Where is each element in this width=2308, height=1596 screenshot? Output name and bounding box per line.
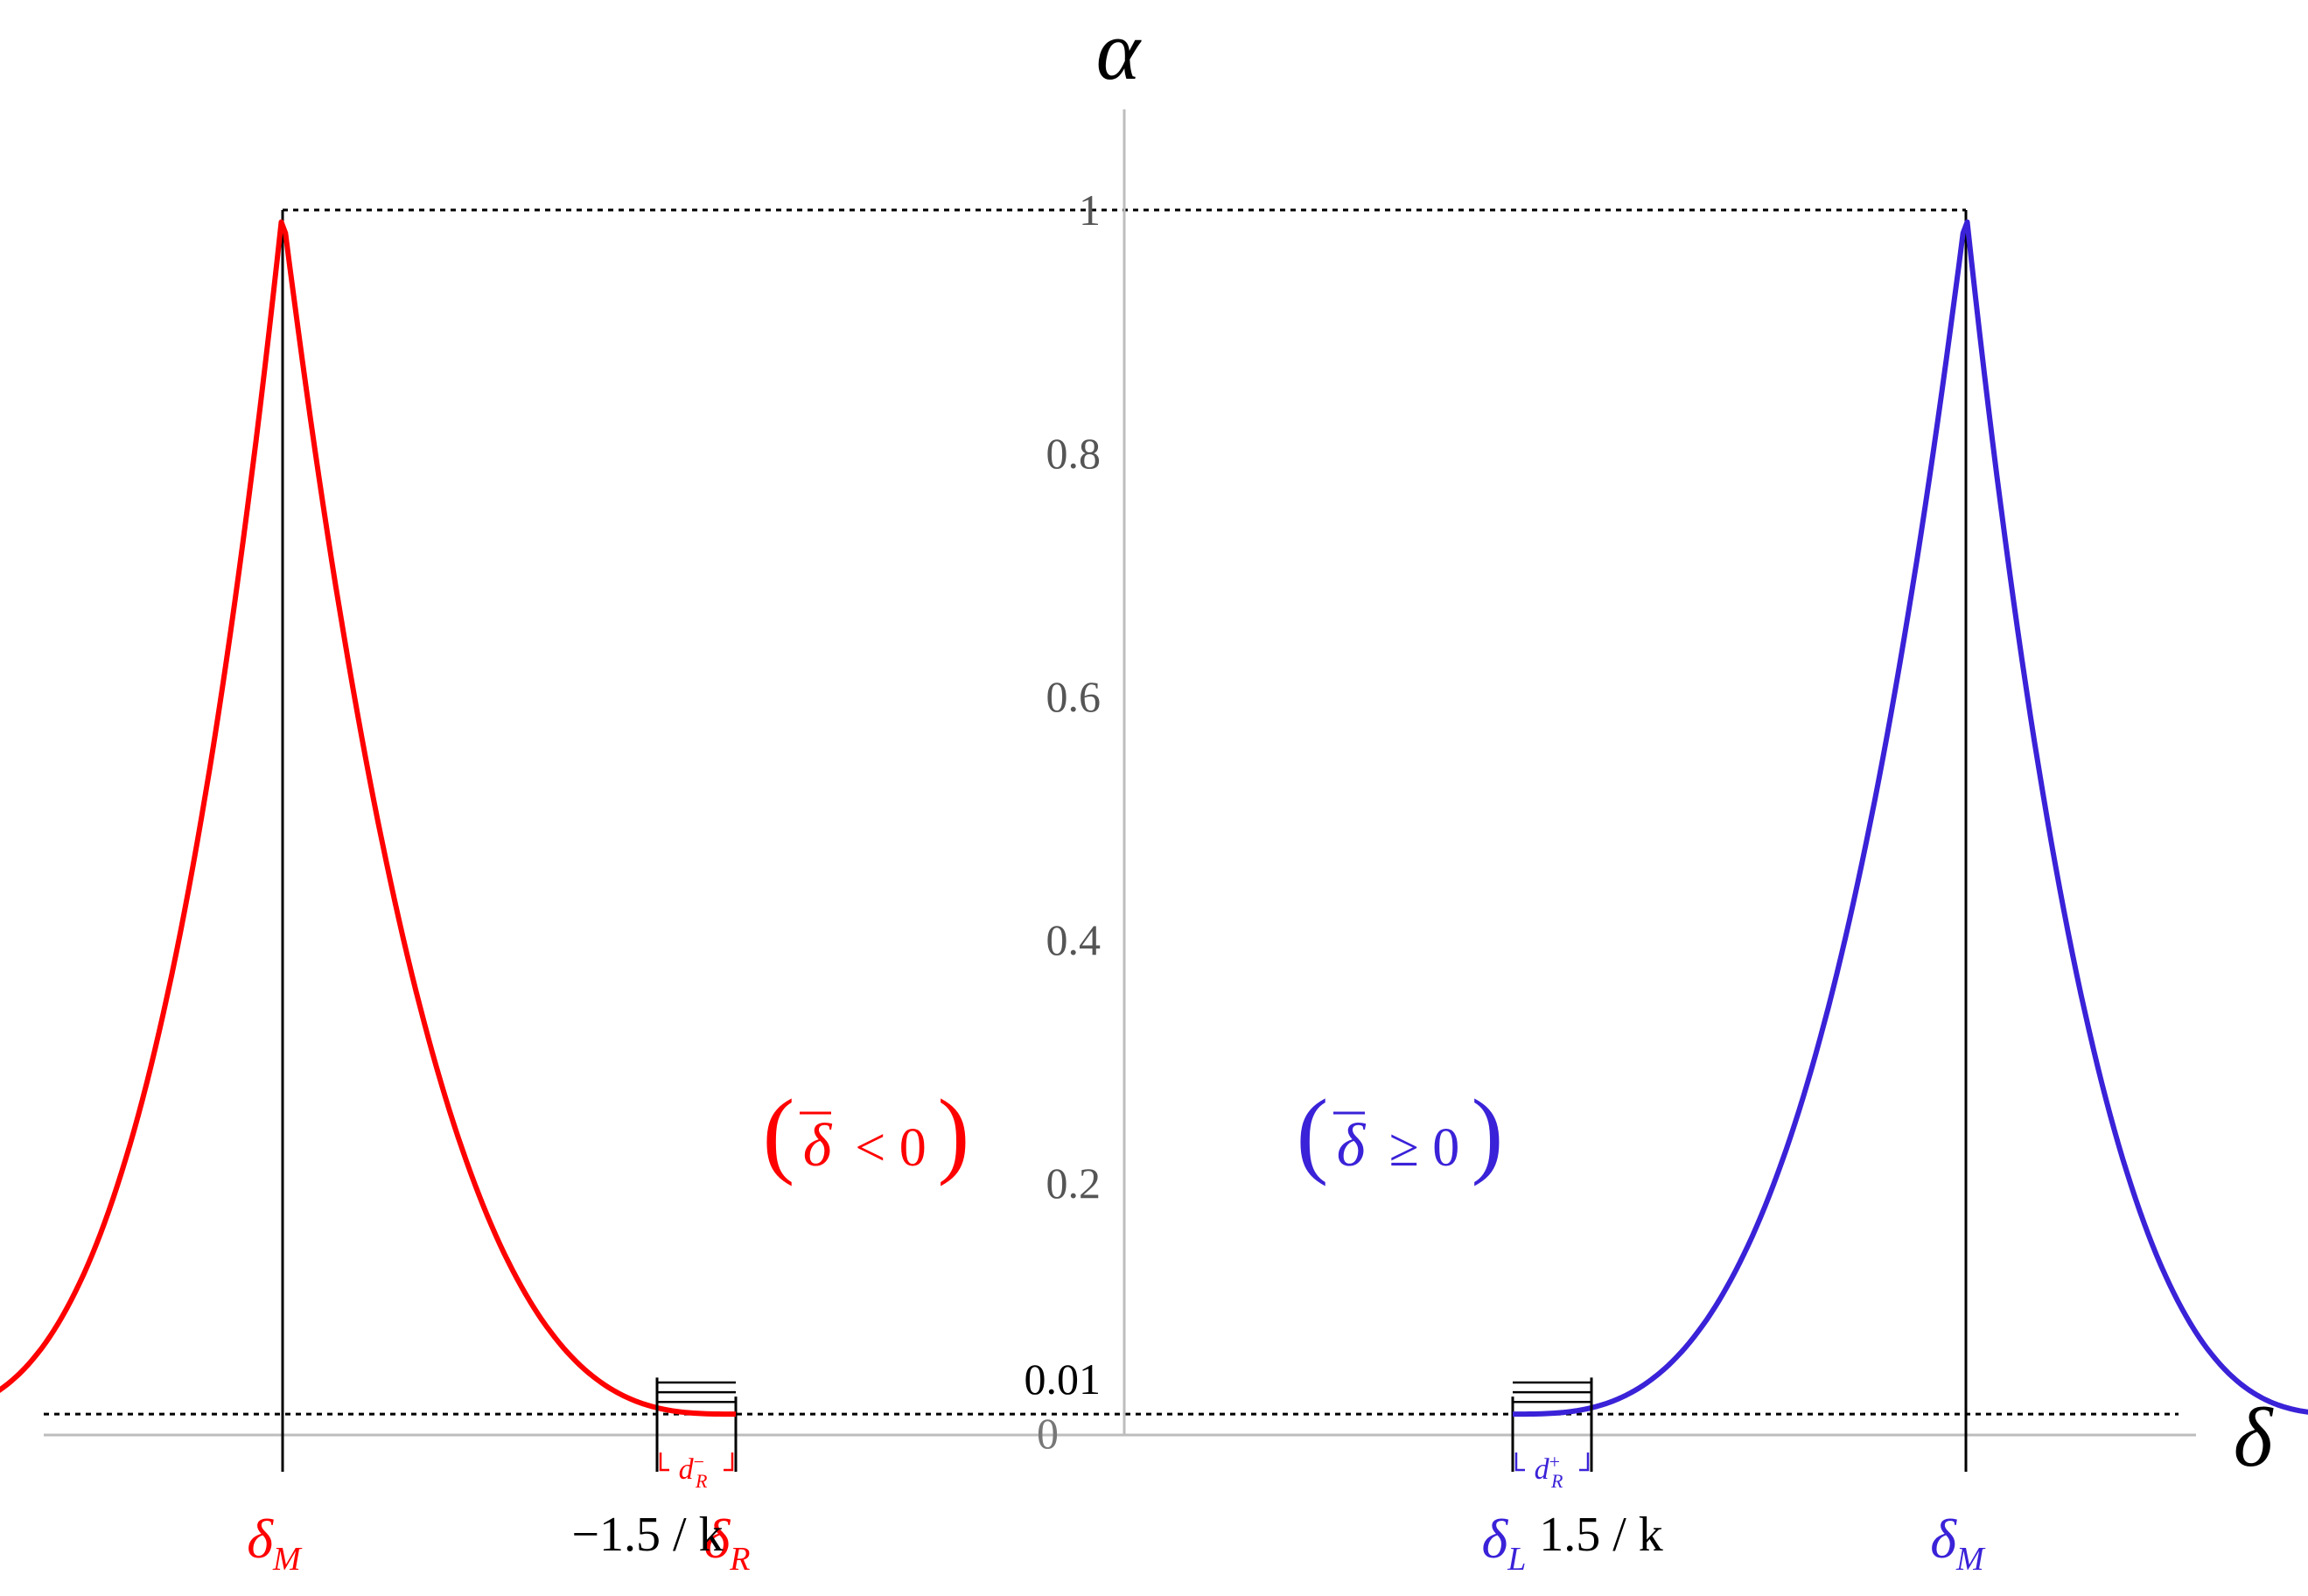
condition-label-positive: (δ ≥ 0) bbox=[1297, 1080, 1504, 1186]
condition-relation: ≥ 0 bbox=[1389, 1118, 1460, 1178]
paren-close: ) bbox=[938, 1080, 970, 1186]
delta-point-label: δL bbox=[1482, 1508, 1527, 1578]
paren-open: ( bbox=[1297, 1080, 1329, 1186]
condition-symbol: δ bbox=[803, 1112, 833, 1180]
series-negative bbox=[0, 210, 738, 1472]
y-tick-label: 0.8 bbox=[1046, 429, 1102, 478]
series-curves bbox=[0, 210, 2308, 1472]
x-axis-title: δ bbox=[2234, 1390, 2274, 1484]
condition-relation: < 0 bbox=[855, 1118, 926, 1178]
curve-positive bbox=[1513, 219, 2308, 1418]
condition-symbol: δ bbox=[1337, 1112, 1367, 1180]
d-interval-label: d− R bbox=[679, 1451, 708, 1492]
axes bbox=[44, 109, 2196, 1437]
y-tick-label: 0.6 bbox=[1046, 672, 1102, 721]
ref-point-label: 1.5 / k bbox=[1539, 1508, 1663, 1562]
delta-point-label: δM bbox=[247, 1508, 303, 1578]
curve-negative bbox=[0, 219, 736, 1418]
y-axis-title: α bbox=[1096, 4, 1142, 97]
condition-label-negative: (δ < 0) bbox=[763, 1080, 970, 1186]
delta-point-label: δM bbox=[1930, 1508, 1986, 1578]
paren-close: ) bbox=[1472, 1080, 1504, 1186]
d-interval-bracket bbox=[1514, 1452, 1590, 1472]
y-tick-label: 0 bbox=[1037, 1409, 1059, 1458]
d-interval-bracket bbox=[659, 1452, 734, 1472]
paren-open: ( bbox=[763, 1080, 795, 1186]
d-interval-label: d+ R bbox=[1535, 1451, 1563, 1492]
y-tick-label: 0.01 bbox=[1025, 1354, 1102, 1404]
delta-point-label: δR bbox=[704, 1508, 751, 1578]
series-positive bbox=[1511, 210, 2308, 1472]
ref-point-label: −1.5 / k bbox=[571, 1508, 723, 1562]
y-tick-label: 0.2 bbox=[1046, 1158, 1102, 1208]
y-tick-label: 1 bbox=[1079, 186, 1101, 234]
y-tick-label: 0.4 bbox=[1046, 915, 1102, 964]
